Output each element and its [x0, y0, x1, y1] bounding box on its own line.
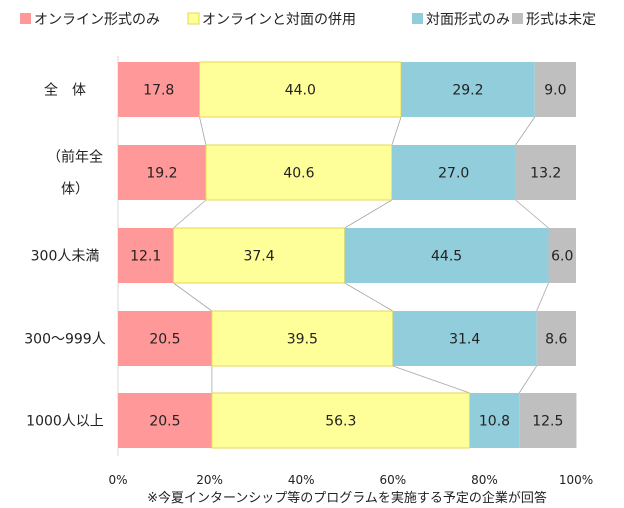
data-label: 29.2 — [452, 83, 483, 99]
data-label: 12.1 — [130, 249, 161, 265]
bar-segment — [118, 62, 200, 117]
data-label: 20.5 — [149, 414, 180, 430]
legend-label: オンラインと対面の併用 — [202, 12, 356, 28]
data-label: 8.6 — [545, 332, 567, 348]
bar-segment — [211, 392, 471, 449]
x-tick-label: 80% — [471, 473, 498, 487]
bar-segment — [534, 62, 576, 117]
data-label: 17.8 — [143, 83, 174, 99]
series-connector-line — [515, 116, 536, 146]
series-connector-line — [173, 199, 207, 229]
data-label: 37.4 — [243, 249, 274, 265]
data-label: 9.0 — [544, 83, 566, 99]
series-connector-lines — [173, 116, 549, 394]
x-tick-label: 100% — [559, 473, 593, 487]
data-label: 40.6 — [283, 166, 314, 182]
footnote: ※今夏インターンシップ等のプログラムを実施する予定の企業が回答 — [147, 490, 547, 506]
bar-segment — [536, 311, 576, 366]
series-connector-line — [392, 365, 470, 394]
data-label: 27.0 — [438, 166, 469, 182]
bar-segment — [515, 145, 576, 200]
data-label: 6.0 — [551, 249, 573, 265]
legend-swatch — [512, 13, 523, 24]
data-label: 44.0 — [285, 83, 316, 99]
x-tick-label: 20% — [196, 473, 223, 487]
data-label: 44.5 — [431, 249, 462, 265]
legend: オンライン形式のみ オンラインと対面の併用 対面形式のみ 形式は未定 — [20, 12, 596, 28]
legend-swatch — [20, 13, 31, 24]
category-label: 300人未満 — [31, 249, 100, 265]
bar-segment — [401, 62, 535, 117]
bar-segment — [469, 393, 520, 448]
bar-segment — [391, 145, 516, 200]
x-tick-label: 0% — [108, 473, 127, 487]
data-label: 19.2 — [146, 166, 177, 182]
data-label: 56.3 — [325, 414, 356, 430]
series-connector-line — [344, 282, 394, 312]
legend-label: 対面形式のみ — [426, 12, 510, 28]
data-label: 39.5 — [287, 332, 318, 348]
series-connector-line — [518, 365, 537, 394]
data-label: 12.5 — [532, 414, 563, 430]
bar-segment — [199, 61, 402, 118]
category-label: 体） — [61, 182, 89, 198]
x-tick-label: 40% — [288, 473, 315, 487]
data-label: 13.2 — [530, 166, 561, 182]
series-connector-line — [344, 199, 393, 229]
bar-segment — [118, 311, 212, 366]
bars: 17.8 44.0 29.2 9.0 19.2 40.6 27.0 13.2 12.1 37.4 4… — [118, 61, 577, 449]
bar-segment — [118, 393, 212, 448]
legend-swatch — [187, 12, 200, 25]
legend-label: オンライン形式のみ — [34, 12, 160, 28]
category-label: 1000人以上 — [26, 414, 104, 430]
x-axis-ticks: 0% 20% 40% 60% 80% 100% — [108, 473, 593, 487]
bar-segment — [392, 311, 537, 366]
bar-segment — [548, 228, 576, 283]
data-label: 10.8 — [479, 414, 510, 430]
bar-segment — [118, 145, 206, 200]
bar-segment — [172, 227, 346, 284]
bar-segment — [519, 393, 577, 448]
legend-swatch — [412, 13, 423, 24]
series-connector-line — [515, 199, 549, 229]
legend-label: 形式は未定 — [526, 12, 596, 28]
bar-segment — [118, 228, 174, 283]
category-label: 全 体 — [44, 82, 86, 99]
data-label: 20.5 — [149, 332, 180, 348]
bar-segment — [211, 310, 394, 367]
category-label: 300～999人 — [24, 332, 105, 348]
bar-segment — [205, 144, 393, 201]
series-connector-line — [536, 282, 549, 312]
series-connector-line — [391, 116, 402, 146]
series-connector-line — [199, 116, 207, 146]
series-connector-line — [173, 282, 213, 312]
category-label: （前年全 — [47, 149, 103, 166]
x-tick-label: 60% — [379, 473, 406, 487]
bar-segment — [344, 228, 549, 283]
data-label: 31.4 — [449, 332, 480, 348]
